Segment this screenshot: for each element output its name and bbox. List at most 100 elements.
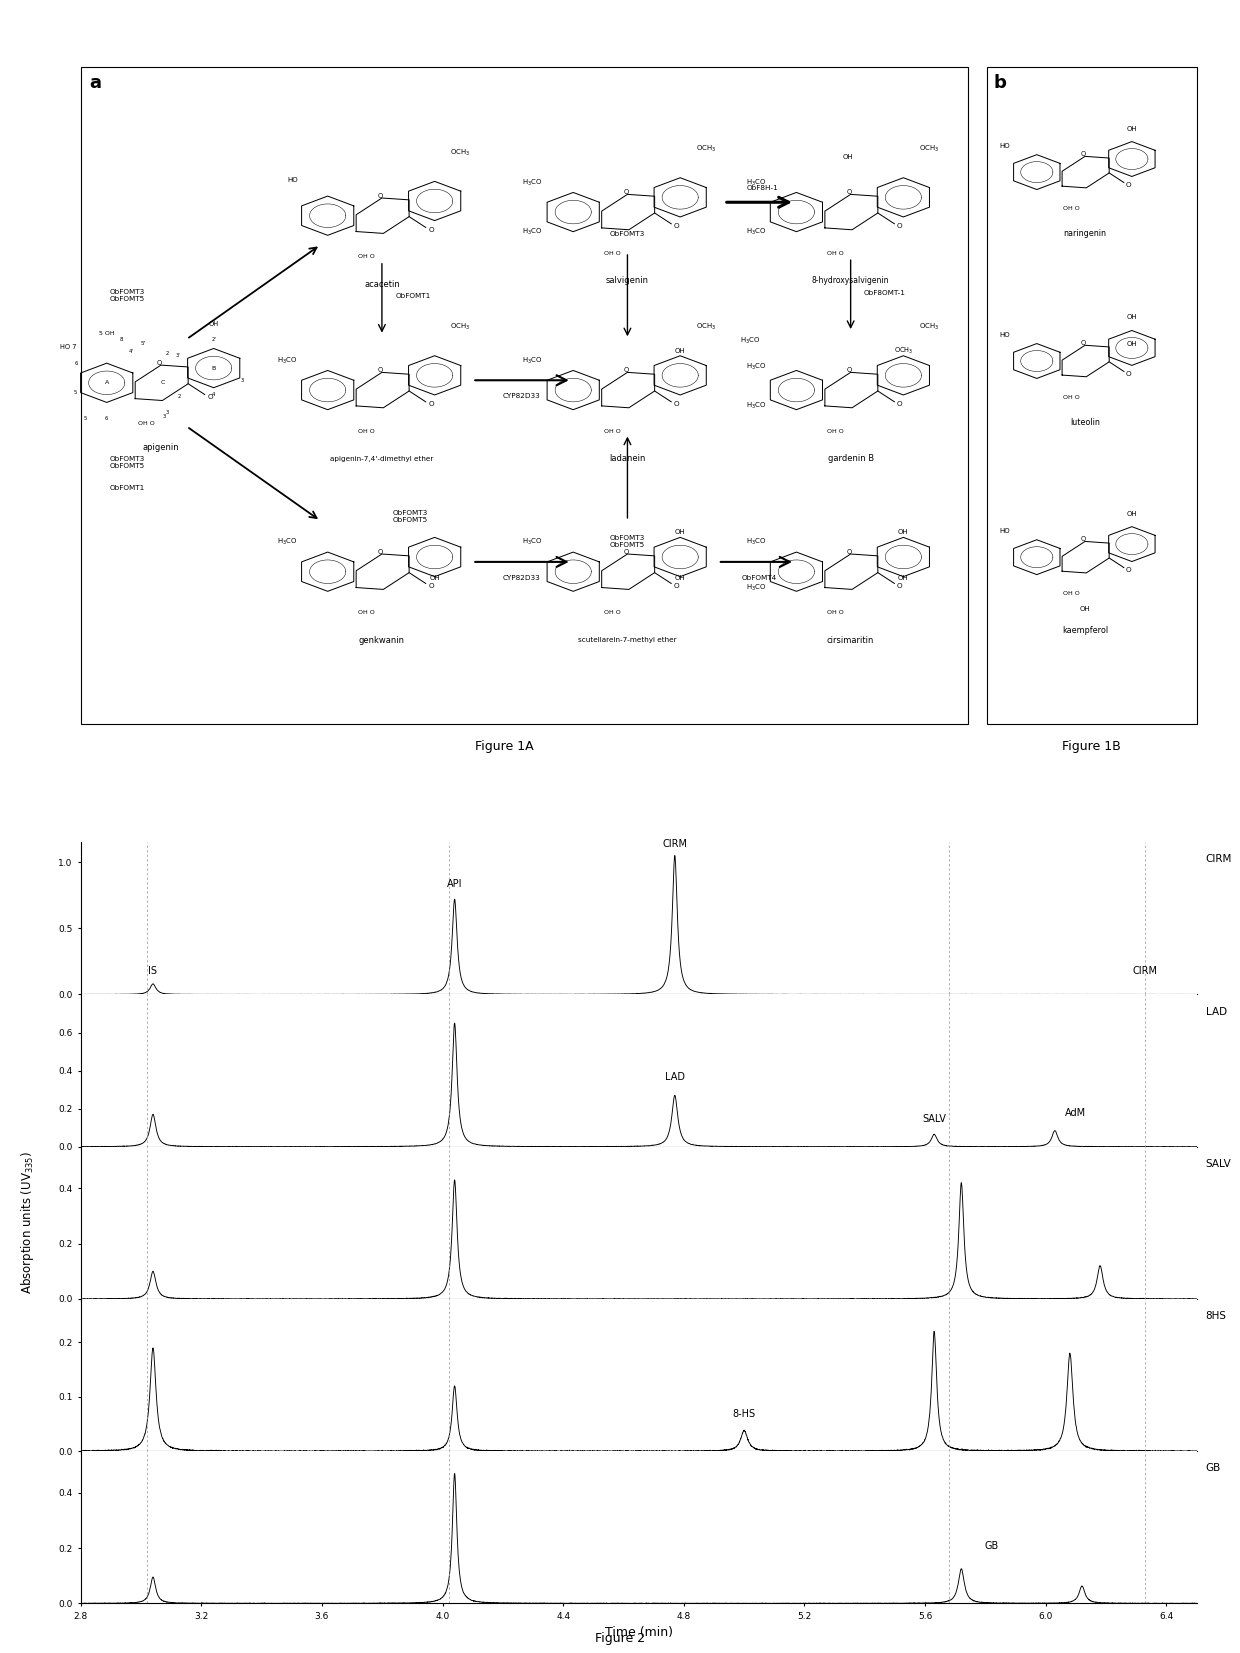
Text: cirsimaritin: cirsimaritin	[827, 636, 874, 645]
X-axis label: Time (min): Time (min)	[605, 1627, 672, 1640]
Text: H$_3$CO: H$_3$CO	[277, 537, 298, 547]
Text: H$_3$CO: H$_3$CO	[745, 537, 766, 547]
Text: OH: OH	[675, 529, 686, 536]
Text: O: O	[1081, 150, 1086, 157]
Text: OH: OH	[1127, 126, 1137, 132]
Text: ObFOMT3: ObFOMT3	[610, 231, 645, 238]
Text: ObFOMT4: ObFOMT4	[742, 575, 776, 580]
Text: H$_3$CO: H$_3$CO	[745, 362, 766, 372]
Text: HO: HO	[999, 142, 1011, 149]
Text: b: b	[993, 74, 1007, 93]
Text: 2': 2'	[211, 337, 216, 342]
Text: OH: OH	[898, 575, 909, 580]
Text: Figure 1A: Figure 1A	[475, 741, 534, 754]
Text: OCH$_3$: OCH$_3$	[919, 144, 939, 154]
Text: 4': 4'	[129, 349, 133, 354]
Text: OH: OH	[208, 321, 218, 327]
Text: CYP82D33: CYP82D33	[503, 393, 541, 400]
Text: OH O: OH O	[827, 428, 844, 433]
Text: ObFOMT1: ObFOMT1	[396, 293, 430, 299]
Text: OH O: OH O	[604, 428, 621, 433]
Text: O: O	[847, 549, 852, 554]
Text: OCH$_3$: OCH$_3$	[919, 322, 939, 332]
Text: O: O	[428, 402, 434, 407]
Text: H$_3$CO: H$_3$CO	[522, 226, 543, 236]
Text: HO: HO	[999, 527, 1011, 534]
Text: OH: OH	[429, 575, 440, 580]
Text: OCH$_3$: OCH$_3$	[696, 322, 715, 332]
Text: C: C	[160, 380, 165, 385]
Text: O: O	[1081, 536, 1086, 542]
Text: O: O	[624, 188, 629, 195]
Text: GB: GB	[1205, 1463, 1220, 1473]
Text: OCH$_3$: OCH$_3$	[450, 322, 470, 332]
Text: ObFOMT3
ObFOMT5: ObFOMT3 ObFOMT5	[110, 289, 145, 302]
Text: Figure 2: Figure 2	[595, 1632, 645, 1645]
Text: 2: 2	[165, 350, 169, 355]
Text: ObF8H-1: ObF8H-1	[746, 185, 777, 192]
Text: OH O: OH O	[358, 610, 376, 615]
Text: OCH$_3$: OCH$_3$	[894, 345, 913, 355]
Text: OH O: OH O	[1063, 592, 1080, 597]
Text: B: B	[212, 365, 216, 370]
Text: 3: 3	[241, 379, 244, 383]
Text: 8: 8	[120, 337, 124, 342]
Text: OH O: OH O	[604, 251, 621, 256]
Text: O: O	[897, 584, 903, 588]
Text: 3': 3'	[175, 352, 180, 357]
Text: H$_3$CO: H$_3$CO	[745, 177, 766, 188]
Text: H$_3$CO: H$_3$CO	[522, 177, 543, 188]
Text: ObFOMT3
ObFOMT5: ObFOMT3 ObFOMT5	[110, 456, 145, 469]
Text: CIRM: CIRM	[1133, 965, 1158, 975]
Text: ObF8OMT-1: ObF8OMT-1	[864, 289, 906, 296]
Text: O: O	[897, 402, 903, 407]
Text: SALV: SALV	[923, 1114, 946, 1124]
Text: 8-hydroxysalvigenin: 8-hydroxysalvigenin	[812, 276, 889, 286]
Text: HO: HO	[286, 177, 298, 183]
Text: OH O: OH O	[138, 422, 154, 426]
Text: H$_3$CO: H$_3$CO	[522, 537, 543, 547]
Text: gardenin B: gardenin B	[827, 455, 874, 463]
Text: acacetin: acacetin	[365, 279, 399, 289]
Text: O: O	[673, 223, 680, 230]
Text: O: O	[673, 402, 680, 407]
Text: H$_3$CO: H$_3$CO	[739, 336, 760, 345]
Text: H$_3$CO: H$_3$CO	[745, 226, 766, 236]
Text: 6: 6	[74, 360, 78, 365]
Text: H$_3$CO: H$_3$CO	[745, 582, 766, 592]
Text: CIRM: CIRM	[662, 838, 687, 850]
Text: LAD: LAD	[1205, 1007, 1226, 1017]
Text: O: O	[624, 367, 629, 374]
Text: ObFOMT3
ObFOMT5: ObFOMT3 ObFOMT5	[393, 509, 428, 522]
Text: IS: IS	[149, 965, 157, 975]
Text: O: O	[624, 549, 629, 554]
Text: OH O: OH O	[358, 428, 376, 433]
Text: OH O: OH O	[1063, 207, 1080, 212]
Text: LAD: LAD	[665, 1073, 684, 1083]
Text: HO 7: HO 7	[60, 344, 77, 350]
Text: Figure 1B: Figure 1B	[1063, 741, 1121, 754]
Text: OH: OH	[675, 347, 686, 354]
Text: H$_3$CO: H$_3$CO	[522, 355, 543, 365]
Text: OH: OH	[1080, 607, 1090, 613]
Text: O: O	[378, 549, 383, 554]
Text: H$_3$CO: H$_3$CO	[745, 400, 766, 412]
Text: H$_3$CO: H$_3$CO	[277, 355, 298, 365]
Text: HO: HO	[999, 332, 1011, 337]
Text: O: O	[157, 360, 162, 365]
Text: 8-HS: 8-HS	[733, 1408, 755, 1418]
Text: OH O: OH O	[827, 251, 844, 256]
Text: O: O	[847, 188, 852, 195]
Text: OH: OH	[898, 529, 909, 536]
Text: OH: OH	[1127, 341, 1137, 347]
Text: A: A	[104, 380, 109, 385]
Text: 6: 6	[105, 415, 108, 420]
Text: 4: 4	[212, 392, 216, 397]
Text: OH O: OH O	[827, 610, 844, 615]
Text: O: O	[1126, 567, 1132, 572]
Text: kaempferol: kaempferol	[1061, 626, 1109, 635]
Text: O: O	[428, 584, 434, 588]
Text: AdM: AdM	[1065, 1108, 1086, 1117]
Text: ObFOMT1: ObFOMT1	[110, 484, 145, 491]
Text: O: O	[847, 367, 852, 374]
